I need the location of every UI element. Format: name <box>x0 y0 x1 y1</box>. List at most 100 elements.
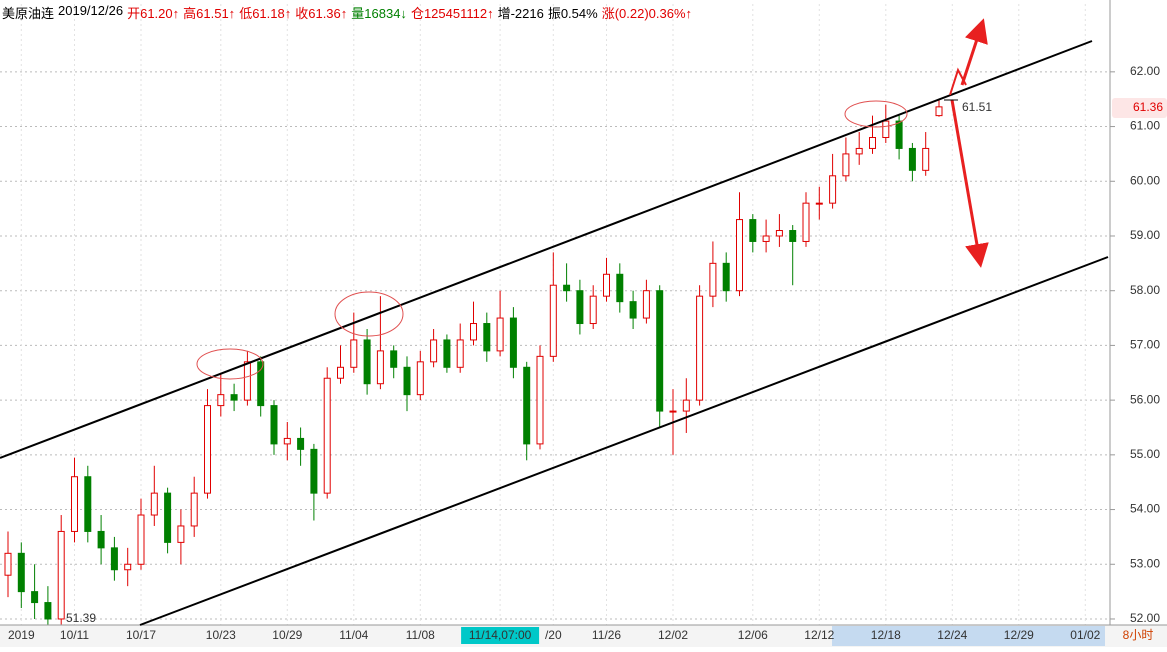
candles <box>4 98 943 625</box>
trend-line <box>139 256 1109 626</box>
candle-body <box>616 273 624 303</box>
candle-body <box>589 295 597 325</box>
x-tick-label: 01/02 <box>1070 628 1100 642</box>
candle-body <box>350 339 358 368</box>
candle-body <box>150 492 158 516</box>
x-tick-label: 12/02 <box>658 628 688 642</box>
candle-body <box>709 262 717 297</box>
y-tick-label: 52.00 <box>1130 611 1160 625</box>
candle-body <box>895 120 903 149</box>
candle-body <box>190 492 198 527</box>
candle-body <box>31 591 39 604</box>
ellipse <box>334 291 404 337</box>
candle-body <box>363 339 371 385</box>
candle-body <box>17 552 25 593</box>
header-item: 开61.20↑ <box>127 6 180 21</box>
candle-body <box>124 563 132 571</box>
last-price-box <box>1112 98 1167 118</box>
x-tick-label: 10/23 <box>206 628 236 642</box>
candle-body <box>456 339 464 368</box>
candle-body <box>71 476 78 532</box>
header-item: 涨(0.22)0.36%↑ <box>601 6 693 21</box>
header-item: 2019/12/26 <box>58 3 124 18</box>
header-item: 量16834↓ <box>351 6 407 21</box>
candle-body <box>44 602 52 620</box>
candle-body <box>323 377 331 494</box>
y-tick-label: 55.00 <box>1130 447 1160 461</box>
candle-body <box>642 290 650 319</box>
candle-body <box>736 219 743 292</box>
candle-body <box>656 290 664 412</box>
candle-body <box>789 230 797 242</box>
x-tick-label: 2019 <box>8 628 35 642</box>
candle-body <box>430 339 438 363</box>
x-tick-label: 11/26 <box>592 628 621 642</box>
candle-body <box>204 405 211 494</box>
header-item: 美原油连 <box>2 6 55 21</box>
candle-body <box>775 230 783 237</box>
candle-body <box>164 492 172 543</box>
candle-body <box>257 361 265 407</box>
x-tick-label: 12/29 <box>1004 628 1034 642</box>
low-label: 51.39 <box>66 611 96 625</box>
candle-body <box>722 262 730 292</box>
y-tick-label: 57.00 <box>1130 338 1160 352</box>
highlight-box <box>461 627 540 644</box>
candle-body <box>97 530 105 549</box>
x-tick-label: 11/08 <box>406 628 435 642</box>
candle-body <box>536 355 544 445</box>
header-item: 收61.36↑ <box>295 6 348 21</box>
candle-body <box>297 437 305 450</box>
x-tick-label: 10/11 <box>60 628 89 642</box>
x-tick-label: 10/29 <box>272 628 302 642</box>
candle-body <box>815 202 823 205</box>
x-tick-label: 12/12 <box>804 628 834 642</box>
y-tick-label: 56.00 <box>1130 392 1160 406</box>
candle-body <box>376 350 384 385</box>
channel-lines <box>0 40 1109 626</box>
candle-body <box>483 323 491 352</box>
candle-body <box>908 147 916 171</box>
x-tick-label: /20 <box>545 628 562 642</box>
candle-body <box>110 547 118 571</box>
candle-body <box>243 361 251 401</box>
candle-body <box>922 147 930 171</box>
header-item: 仓125451112↑ <box>410 6 494 21</box>
candle-body <box>509 317 517 368</box>
candle-body <box>855 147 863 155</box>
x-tick-label: 11/14,07:00 <box>469 628 532 642</box>
candle-body <box>935 106 943 117</box>
x-tick-label: 11/04 <box>339 628 368 642</box>
candle-body <box>496 317 504 352</box>
candle-body <box>563 284 571 292</box>
candle-body <box>882 120 890 139</box>
candle-body <box>576 290 584 325</box>
y-tick-label: 60.00 <box>1130 173 1160 187</box>
candle-body <box>84 476 92 532</box>
period-label: 8小时 <box>1123 628 1154 642</box>
header-item: 高61.51↑ <box>183 6 236 21</box>
x-tick-label: 12/06 <box>738 628 768 642</box>
selection-band <box>832 626 1105 646</box>
highlights <box>196 100 908 380</box>
high-label: 61.51 <box>962 100 992 114</box>
candle-body <box>310 448 318 494</box>
x-tick-label: 10/17 <box>126 628 156 642</box>
candle-body <box>629 301 637 319</box>
candle-body <box>869 137 876 149</box>
candle-body <box>337 366 344 379</box>
header-item: 低61.18↑ <box>239 6 292 21</box>
candle-body <box>549 284 557 357</box>
header: 美原油连 2019/12/26 开61.20↑ 高61.51↑ 低61.18↑ 收61.3… <box>2 3 692 22</box>
header-item: 增-2216 <box>497 6 544 21</box>
candle-body <box>470 323 477 341</box>
last-price: 61.36 <box>1133 100 1163 114</box>
candle-body <box>669 410 677 413</box>
y-tick-label: 53.00 <box>1130 556 1160 570</box>
candle-body <box>696 295 704 401</box>
x-tick-label: 12/18 <box>871 628 901 642</box>
arrow <box>960 18 988 86</box>
header-item: 振0.54% <box>547 6 598 21</box>
candle-body <box>443 339 451 368</box>
